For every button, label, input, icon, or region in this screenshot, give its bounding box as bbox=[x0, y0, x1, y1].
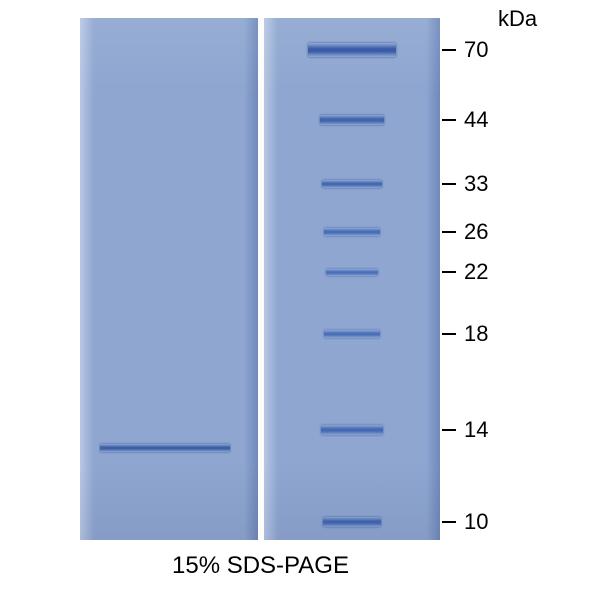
ladder-band-22 bbox=[326, 269, 378, 276]
gel-caption: 15% SDS-PAGE bbox=[172, 552, 349, 580]
sample-band-1 bbox=[100, 444, 230, 452]
tick-label-26: 26 bbox=[464, 219, 488, 245]
tick-label-10: 10 bbox=[464, 509, 488, 535]
tick-label-44: 44 bbox=[464, 107, 488, 133]
tick-10 bbox=[442, 521, 456, 523]
ladder-band-33 bbox=[322, 180, 382, 188]
ladder-band-70 bbox=[308, 43, 396, 57]
gel-area bbox=[80, 18, 440, 540]
ladder-band-14 bbox=[321, 425, 383, 435]
tick-label-14: 14 bbox=[464, 417, 488, 443]
tick-18 bbox=[442, 333, 456, 335]
tick-label-33: 33 bbox=[464, 171, 488, 197]
ladder-band-26 bbox=[324, 228, 380, 236]
tick-label-70: 70 bbox=[464, 37, 488, 63]
tick-33 bbox=[442, 183, 456, 185]
tick-label-18: 18 bbox=[464, 321, 488, 347]
tick-label-22: 22 bbox=[464, 259, 488, 285]
ladder-band-44 bbox=[320, 115, 384, 125]
sds-page-figure: 70 44 33 26 22 18 14 10 kDa 15% SDS-PAGE bbox=[0, 0, 600, 600]
tick-22 bbox=[442, 271, 456, 273]
tick-26 bbox=[442, 231, 456, 233]
tick-44 bbox=[442, 119, 456, 121]
unit-label: kDa bbox=[498, 6, 537, 32]
tick-14 bbox=[442, 429, 456, 431]
ladder-band-18 bbox=[324, 330, 380, 338]
lane-sample bbox=[80, 18, 258, 540]
tick-70 bbox=[442, 49, 456, 51]
ladder-band-10 bbox=[323, 517, 381, 527]
lane-ladder bbox=[264, 18, 440, 540]
